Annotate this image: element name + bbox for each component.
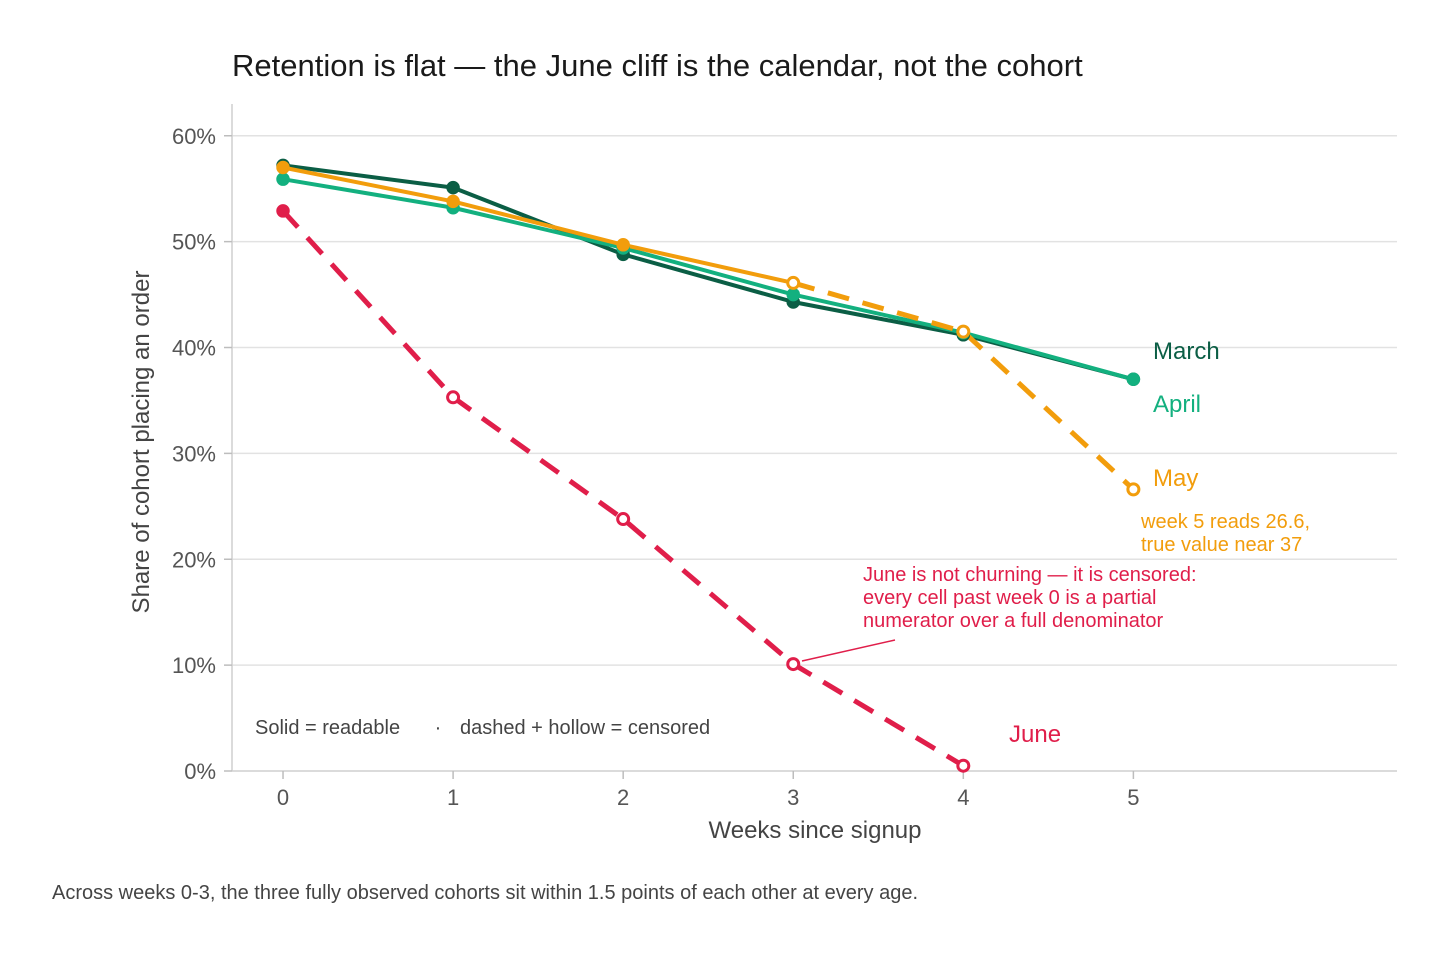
data-point-april (276, 172, 290, 186)
june-annotation-line-1: June is not churning — it is censored: (863, 564, 1197, 586)
data-point-june (276, 204, 290, 218)
data-point-june (446, 390, 461, 405)
data-point-march (446, 180, 460, 195)
series-label-may: May (1153, 465, 1198, 492)
y-tick-label: 60% (172, 124, 216, 149)
data-point-april (1126, 372, 1141, 387)
data-point-june (786, 657, 801, 672)
y-tick-label: 40% (172, 336, 216, 361)
y-ticks: 0% 10% 20% 30% 40% 50% 60% (172, 124, 232, 784)
may-annotation-line-1: week 5 reads 26.6, (1140, 511, 1310, 533)
data-point-april (786, 287, 800, 302)
y-tick-label: 50% (172, 230, 216, 255)
series-lines (281, 163, 1136, 768)
y-tick-label: 0% (184, 759, 216, 784)
y-tick-label: 30% (172, 441, 216, 466)
june-annotation-line-3: numerator over a full denominator (863, 610, 1163, 632)
data-point-may (786, 275, 801, 290)
x-ticks: 0 1 2 3 4 5 (277, 771, 1140, 810)
x-tick-label: 3 (787, 785, 799, 810)
legend-note-dashed: dashed + hollow = censored (460, 717, 710, 739)
june-annotation-leader (801, 639, 896, 662)
data-point-may (446, 194, 460, 209)
data-point-may (616, 238, 630, 252)
series-line-censored-may (792, 280, 1136, 492)
chart-title: Retention is flat — the June cliff is th… (232, 48, 1083, 83)
series-line-may (281, 165, 796, 285)
june-annotation-line-2: every cell past week 0 is a partial (863, 587, 1156, 609)
series-label-april: April (1153, 391, 1201, 418)
y-axis-label: Share of cohort placing an order (128, 271, 155, 614)
series-line-april (281, 177, 1136, 382)
grid-lines (232, 135, 1397, 666)
series-label-march: March (1153, 338, 1220, 365)
data-point-june (956, 758, 971, 773)
y-tick-label: 20% (172, 547, 216, 572)
data-point-may (276, 160, 290, 175)
series-line-censored-june (281, 209, 965, 768)
x-tick-label: 1 (447, 785, 459, 810)
x-tick-label: 0 (277, 785, 289, 810)
x-tick-label: 5 (1127, 785, 1139, 810)
legend-note-separator: · (435, 717, 442, 739)
may-annotation-line-2: true value near 37 (1141, 534, 1302, 556)
data-point-may (956, 324, 971, 339)
x-tick-label: 2 (617, 785, 629, 810)
legend-note-solid: Solid = readable (255, 717, 400, 739)
y-tick-label: 10% (172, 653, 216, 678)
series-markers (276, 158, 1141, 773)
data-point-june (616, 512, 631, 527)
x-tick-label: 4 (957, 785, 969, 810)
axes (231, 104, 1397, 772)
chart-caption: Across weeks 0-3, the three fully observ… (52, 882, 918, 904)
data-point-may (1126, 482, 1141, 497)
x-axis-label: Weeks since signup (709, 817, 922, 844)
series-label-june: June (1009, 721, 1061, 748)
